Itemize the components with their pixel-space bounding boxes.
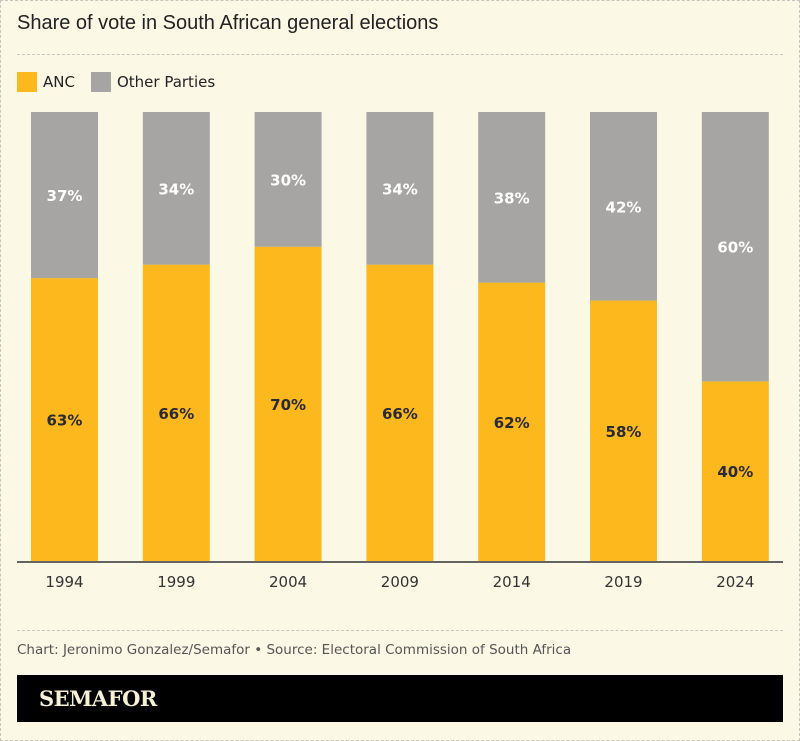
source-note: Chart: Jeronimo Gonzalez/Semafor • Sourc…	[17, 642, 572, 658]
data-label: 42%	[606, 198, 642, 216]
bar-other-parties-1999	[142, 112, 210, 265]
bar-chart: 63% 37% 1994 66% 34% 1999 70% 30% 2004 66% 34% 2009…	[17, 112, 783, 591]
data-label: 37%	[47, 187, 83, 205]
brand-banner: SEMAFOR	[17, 675, 783, 722]
data-label: 66%	[382, 405, 418, 423]
x-tick-label: 1994	[45, 573, 83, 591]
bar-anc-2004	[254, 246, 322, 561]
x-tick-label: 2004	[269, 573, 307, 591]
legend-swatch-anc	[17, 72, 37, 92]
bar-other-parties-2019	[590, 112, 657, 301]
bar-other-parties-1994	[31, 112, 98, 279]
bar-other-parties-2024	[701, 112, 769, 382]
bar-anc-2009	[366, 264, 434, 561]
legend-item-other: Other Parties	[90, 72, 216, 92]
data-label: 30%	[270, 171, 306, 189]
data-label: 34%	[158, 180, 194, 198]
legend-swatch-other	[90, 72, 111, 92]
legend-label: ANC	[43, 73, 75, 91]
bar-anc-2014	[478, 282, 546, 561]
data-label: 38%	[494, 189, 530, 207]
data-label: 34%	[382, 180, 418, 198]
x-tick-label: 2024	[716, 573, 754, 591]
bar-other-parties-2014	[478, 112, 546, 283]
data-label: 40%	[717, 463, 753, 481]
semafor-logo: SEMAFOR	[39, 686, 157, 711]
x-tick-label: 1999	[157, 573, 195, 591]
chart-title: Share of vote in South African general e…	[17, 12, 439, 34]
divider	[17, 630, 783, 631]
legend-label: Other Parties	[116, 73, 216, 91]
data-label: 58%	[606, 423, 642, 441]
x-tick-label: 2009	[381, 573, 419, 591]
bar-anc-1999	[142, 264, 210, 561]
x-tick-label: 2014	[493, 573, 531, 591]
bar-anc-2024	[701, 381, 769, 561]
x-tick-label: 2019	[604, 573, 642, 591]
data-label: 70%	[270, 396, 306, 414]
bar-other-parties-2004	[254, 112, 322, 247]
bar-anc-2019	[590, 300, 657, 561]
divider	[17, 54, 783, 55]
data-label: 63%	[47, 412, 83, 430]
data-label: 62%	[494, 414, 530, 432]
bar-anc-1994	[31, 278, 98, 561]
data-label: 60%	[717, 239, 753, 257]
legend-item-anc: ANC	[17, 72, 75, 92]
legend: ANC Other Parties	[17, 72, 231, 92]
data-label: 66%	[158, 405, 194, 423]
bar-other-parties-2009	[366, 112, 434, 265]
